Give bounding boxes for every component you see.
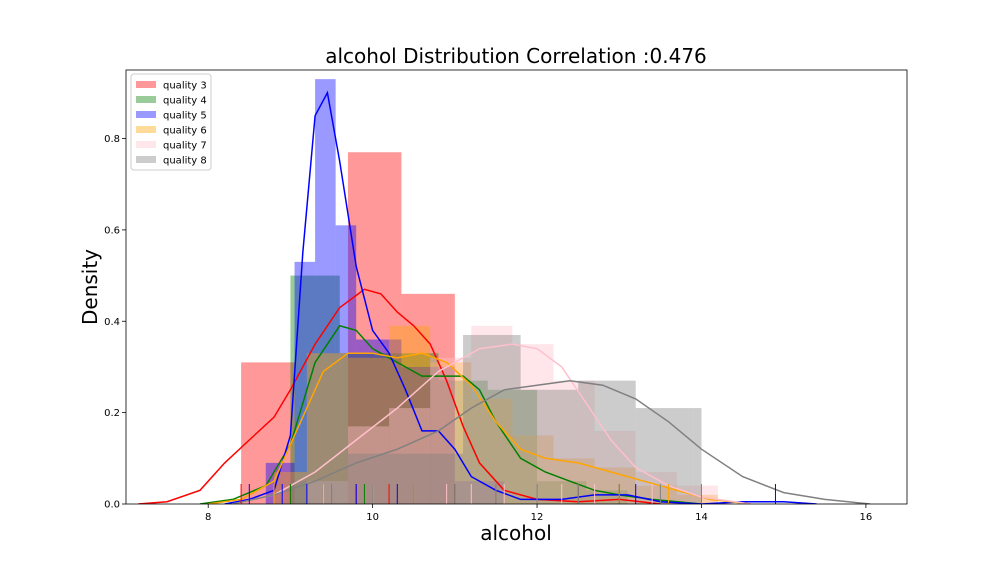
kde-line-series-1	[199, 324, 702, 504]
hist-bar-series-5-bin-0	[290, 481, 348, 504]
plot-area	[138, 79, 871, 504]
hist-bar-series-4-bin-1	[347, 426, 390, 504]
hist-bar-series-4-bin-2	[389, 408, 431, 504]
legend-swatch-3	[136, 126, 156, 133]
hist-bar-series-5-bin-3	[463, 334, 521, 504]
hist-bar-series-3-bin-4	[430, 362, 472, 504]
legend-label-5: quality 8	[163, 156, 207, 167]
legend-label-3: quality 6	[163, 126, 207, 137]
x-tick-label-0: 8	[205, 512, 211, 523]
legend-label-2: quality 5	[163, 111, 207, 122]
kde-line-series-2	[224, 90, 817, 504]
legend-swatch-1	[136, 96, 156, 103]
hist-bar-series-1-bin-3	[438, 380, 488, 504]
legend-label-4: quality 7	[163, 141, 207, 152]
hist-bar-series-2-bin-1	[294, 261, 316, 504]
legend-label-0: quality 3	[163, 81, 207, 92]
hist-bar-series-5-bin-7	[693, 408, 702, 504]
legend-box	[130, 73, 212, 171]
x-tick-label-4: 16	[860, 512, 873, 523]
y-tick-label-3: 0.6	[104, 225, 120, 236]
hist-bar-series-0-bin-0	[241, 362, 295, 504]
kde-line-series-0	[138, 288, 661, 504]
kde-line-series-3	[208, 352, 751, 504]
hist-bar-series-5-bin-4	[520, 389, 579, 504]
legend-swatch-5	[136, 156, 156, 163]
legend-label-1: quality 4	[163, 96, 207, 107]
hist-bar-series-3-bin-1	[306, 353, 348, 504]
x-tick-label-2: 12	[531, 512, 544, 523]
x-tick-label-1: 10	[366, 512, 379, 523]
rug-marks	[240, 484, 776, 504]
x-tick-label-3: 14	[695, 512, 708, 523]
kde-line-series-4	[232, 343, 751, 504]
hist-bar-series-5-bin-5	[578, 380, 636, 504]
hist-bar-series-2-bin-2	[315, 79, 336, 504]
legend-swatch-0	[136, 81, 156, 88]
kde-lines	[138, 90, 871, 504]
hist-bar-series-0-bin-3	[401, 293, 455, 504]
hist-bar-series-4-bin-0	[306, 481, 348, 504]
x-axis: 8 10 12 14 16	[205, 504, 872, 523]
hist-bar-series-3-bin-10	[676, 494, 718, 504]
hist-bar-series-5-bin-6	[635, 408, 694, 504]
y-axis-label: Density	[78, 249, 102, 325]
legend-swatch-4	[136, 141, 156, 148]
chart-title: alcohol Distribution Correlation :0.476	[325, 44, 707, 68]
y-tick-label-2: 0.4	[104, 317, 120, 328]
y-tick-label-1: 0.2	[104, 408, 120, 419]
y-axis: 0.0 0.2 0.4 0.6 0.8	[104, 134, 126, 511]
y-tick-label-0: 0.0	[104, 500, 120, 511]
plot-frame	[125, 69, 908, 505]
legend-swatch-2	[136, 111, 156, 118]
hist-bar-series-4-bin-5	[512, 344, 554, 504]
y-tick-label-4: 0.8	[104, 134, 120, 145]
x-axis-label: alcohol	[480, 521, 552, 545]
legend: quality 3 quality 4 quality 5 quality 6 qual…	[130, 73, 212, 171]
hist-bar-series-2-bin-6	[454, 481, 505, 504]
hist-bar-series-0-bin-2	[347, 152, 402, 504]
hist-bar-series-2-bin-3	[335, 225, 357, 504]
kde-line-series-5	[232, 379, 871, 504]
hist-bar-series-5-bin-2	[405, 453, 464, 504]
hist-bar-series-1-bin-1	[339, 353, 390, 504]
histogram-bars	[241, 79, 718, 504]
